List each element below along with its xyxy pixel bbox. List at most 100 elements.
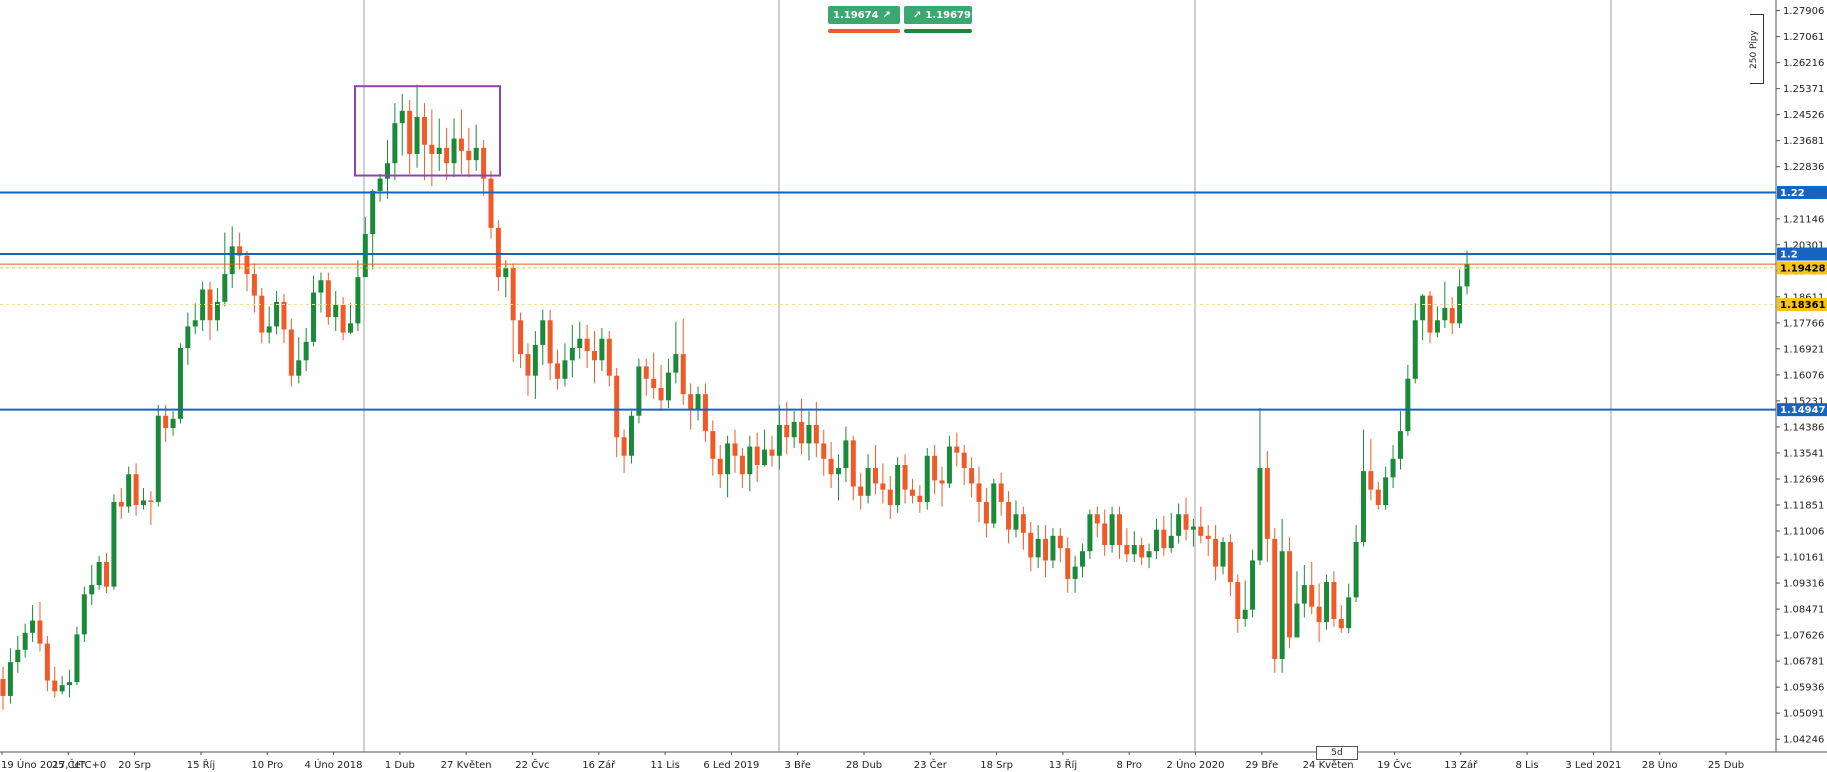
candle (118, 488, 124, 519)
candle-body (303, 341, 309, 361)
candle (1102, 509, 1108, 556)
highlight-rectangle[interactable] (354, 85, 501, 177)
candle (348, 303, 354, 335)
x-tick-label: 19 Úno 2017, UTC+0 (1, 758, 106, 771)
candle (377, 173, 383, 202)
candle (1316, 583, 1322, 643)
candle-body (1102, 523, 1108, 546)
candle (44, 635, 50, 692)
candle-body (421, 117, 427, 145)
candle (1190, 518, 1196, 547)
candle (414, 84, 420, 168)
candle (1264, 451, 1270, 562)
candle (1301, 565, 1307, 618)
price-tag (1777, 298, 1827, 312)
candle-body (59, 685, 65, 692)
candle-body (1205, 535, 1211, 539)
buy-ticket[interactable]: ↗ 1.19679 (904, 6, 972, 24)
candle (1420, 294, 1426, 341)
level-tag-label: 1.2 (1780, 250, 1798, 261)
y-tick-label: 1.12696 (1783, 474, 1824, 485)
candle-body (821, 443, 827, 459)
candle (1043, 525, 1049, 578)
candle (259, 287, 265, 344)
x-tick-label: 16 Zář (582, 759, 616, 771)
candle (126, 466, 132, 513)
candle-body (1020, 514, 1026, 533)
y-tick-label: 1.17766 (1783, 318, 1824, 329)
candle (15, 635, 21, 673)
candle (998, 472, 1004, 516)
candle-body (1346, 597, 1352, 629)
candle (1390, 444, 1396, 489)
candle-body (932, 455, 938, 481)
candle-body (976, 483, 982, 502)
candle (1279, 518, 1285, 673)
sell-ticket[interactable]: 1.19674 ↗ (828, 6, 900, 24)
candle (384, 140, 390, 199)
candle (1116, 506, 1122, 559)
candle-body (1405, 378, 1411, 432)
candle-body (1427, 295, 1433, 333)
x-tick-label: 3 Bře (784, 759, 810, 771)
candle (621, 429, 627, 473)
x-tick-label: 24 Květen (1303, 759, 1354, 771)
candle (421, 103, 427, 181)
candle (702, 383, 708, 442)
candle (1146, 543, 1152, 569)
candle (1094, 506, 1100, 538)
candle-body (532, 344, 538, 376)
x-tick-label: 3 Led 2021 (1565, 760, 1621, 771)
candle (325, 272, 331, 325)
candle (532, 331, 538, 399)
candle-body (214, 301, 220, 321)
candle (540, 309, 546, 365)
candle (858, 472, 864, 510)
candle-body (1434, 320, 1440, 333)
candle (909, 478, 915, 504)
candle-body (1272, 538, 1278, 660)
candle (1449, 297, 1455, 335)
candle-body (399, 110, 405, 124)
candle (1213, 525, 1219, 581)
candle-body (0, 679, 6, 696)
candle-body (1397, 431, 1403, 459)
candle (1220, 537, 1226, 575)
candle-body (961, 452, 967, 469)
y-tick-label: 1.05091 (1783, 709, 1824, 720)
candle-body (1190, 526, 1196, 530)
x-tick-label: 22 Čvc (515, 758, 549, 771)
candle-body (1235, 582, 1241, 619)
candle-body (1420, 295, 1426, 321)
candle-body (665, 372, 671, 401)
x-tick-label: 19 Čvc (1377, 758, 1411, 771)
candle-body (259, 295, 265, 333)
timeframe-selector[interactable]: 5d (1316, 746, 1358, 760)
candle (569, 324, 575, 378)
candle (643, 358, 649, 396)
candle (628, 411, 634, 464)
candle (695, 386, 701, 421)
candle-body (67, 682, 73, 686)
candle (30, 605, 36, 643)
candle (1227, 534, 1233, 596)
candle (229, 226, 235, 288)
candle (1272, 528, 1278, 673)
candle-body (739, 455, 745, 475)
candle-body (1198, 526, 1204, 536)
x-tick-label: 28 Úno (1642, 758, 1678, 771)
candle (318, 272, 324, 313)
candle-body (22, 632, 28, 650)
candle (850, 435, 856, 501)
candle (1338, 605, 1344, 633)
candle-body (274, 301, 280, 327)
candle (200, 281, 206, 332)
candle (1153, 518, 1159, 559)
candle-body (917, 495, 923, 502)
candle (1434, 306, 1440, 338)
candle-body (495, 227, 501, 278)
candle-body (1390, 458, 1396, 478)
y-tick-label: 1.18611 (1783, 292, 1824, 303)
